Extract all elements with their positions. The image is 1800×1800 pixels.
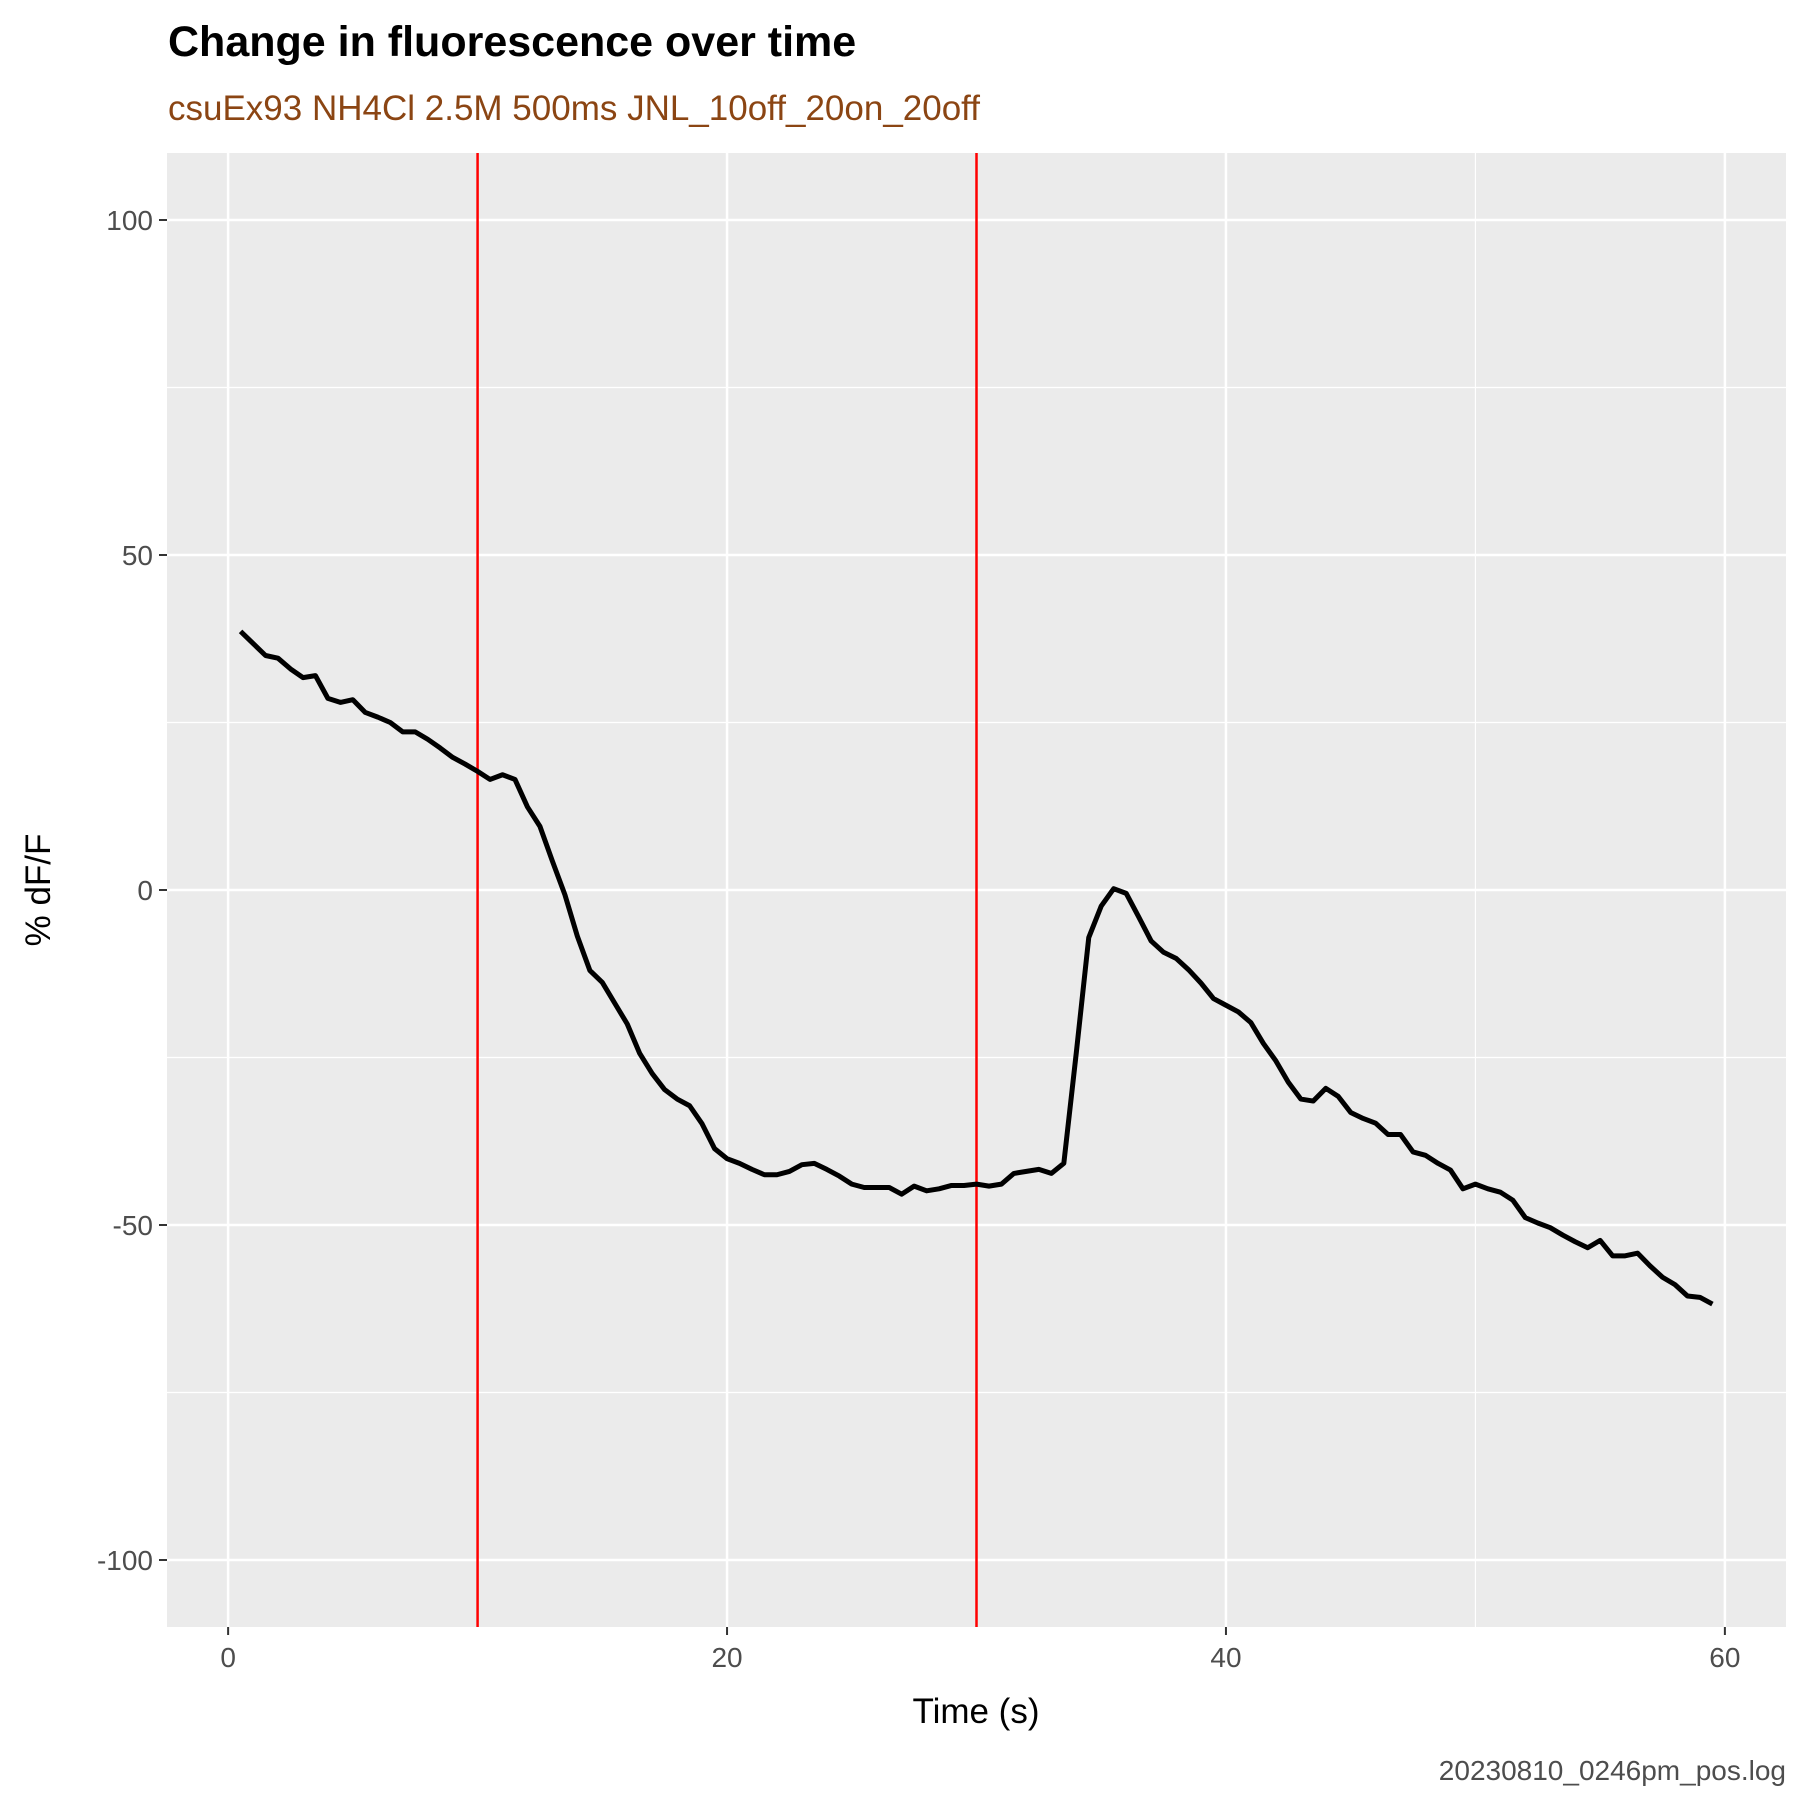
y-axis-label: % dF/F xyxy=(19,834,58,947)
x-axis-label: Time (s) xyxy=(912,1692,1039,1731)
chart-title: Change in fluorescence over time xyxy=(168,18,856,66)
x-tick-label: 60 xyxy=(1709,1642,1740,1673)
y-tick-label: -50 xyxy=(113,1210,153,1241)
caption: 20230810_0246pm_pos.log xyxy=(1439,1755,1786,1786)
data-line xyxy=(238,629,1714,1307)
x-tick-label: 40 xyxy=(1210,1642,1241,1673)
x-tick-label: 20 xyxy=(711,1642,742,1673)
x-tick-label: 0 xyxy=(220,1642,236,1673)
y-tick-label: 50 xyxy=(122,540,153,571)
chart-subtitle: csuEx93 NH4Cl 2.5M 500ms JNL_10off_20on_… xyxy=(168,89,980,128)
y-tick-label: 100 xyxy=(106,205,153,236)
y-tick-label: 0 xyxy=(137,875,153,906)
y-tick-label: -100 xyxy=(97,1545,153,1576)
